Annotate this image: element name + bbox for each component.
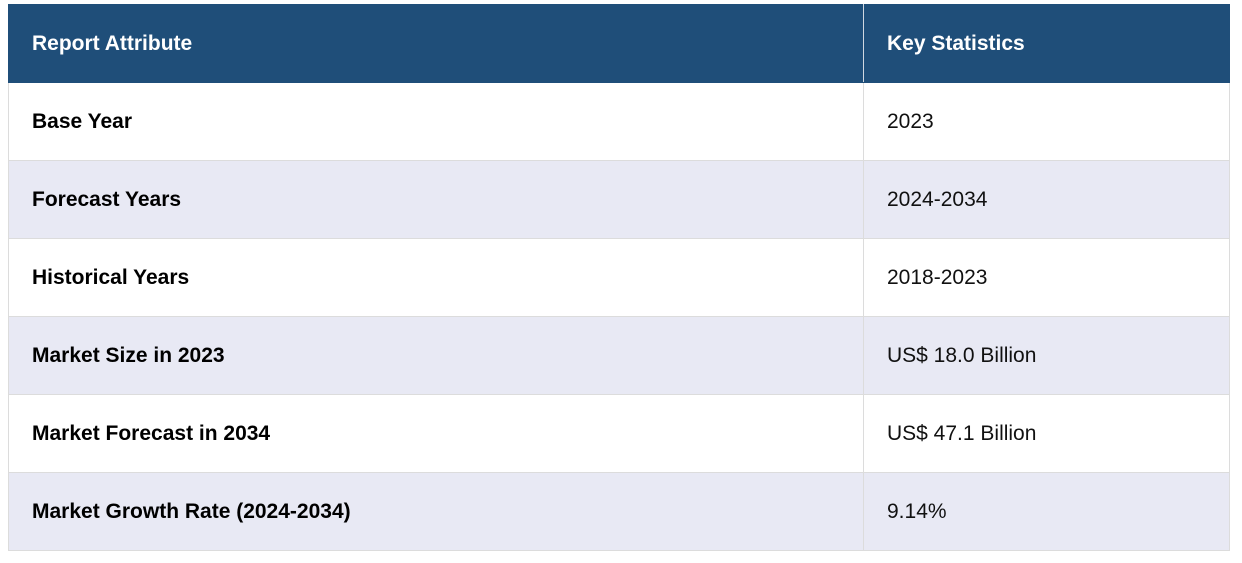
value-cell: 2023 <box>863 82 1230 161</box>
value-cell: US$ 47.1 Billion <box>863 394 1230 473</box>
value-cell: US$ 18.0 Billion <box>863 316 1230 395</box>
value-cell: 2024-2034 <box>863 160 1230 239</box>
table-row: Market Size in 2023 US$ 18.0 Billion <box>8 316 1230 395</box>
value-cell: 2018-2023 <box>863 238 1230 317</box>
attribute-cell: Base Year <box>8 82 864 161</box>
table-row: Base Year 2023 <box>8 82 1230 161</box>
attribute-cell: Market Forecast in 2034 <box>8 394 864 473</box>
header-row: Report Attribute Key Statistics <box>8 4 1230 83</box>
attribute-cell: Historical Years <box>8 238 864 317</box>
table-row: Forecast Years 2024-2034 <box>8 160 1230 239</box>
value-cell: 9.14% <box>863 472 1230 551</box>
header-cell: Key Statistics <box>863 4 1230 83</box>
attribute-cell: Market Size in 2023 <box>8 316 864 395</box>
attribute-cell: Market Growth Rate (2024-2034) <box>8 472 864 551</box>
stats-table: Report Attribute Key Statistics Base Year… <box>8 4 1230 551</box>
header-cell: Report Attribute <box>8 4 864 83</box>
table-row: Market Growth Rate (2024-2034) 9.14% <box>8 472 1230 551</box>
table-row: Market Forecast in 2034 US$ 47.1 Billion <box>8 394 1230 473</box>
table-row: Historical Years 2018-2023 <box>8 238 1230 317</box>
attribute-cell: Forecast Years <box>8 160 864 239</box>
